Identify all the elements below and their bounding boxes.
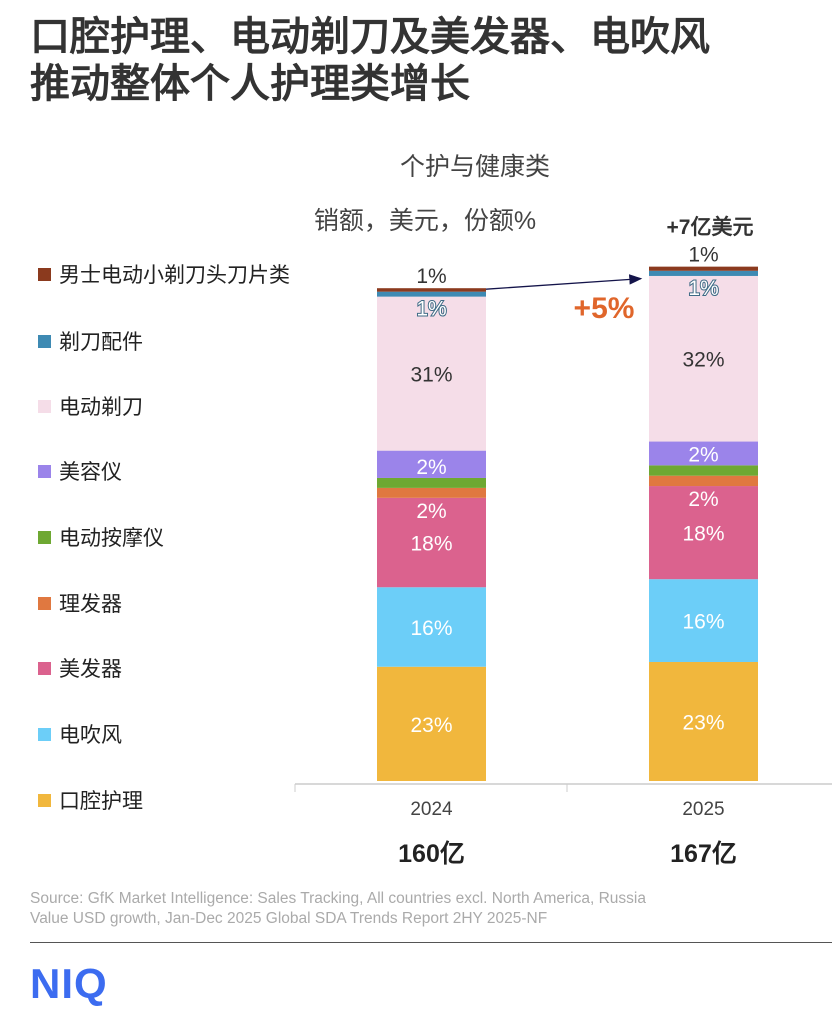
bar-segment — [649, 441, 758, 466]
data-label: 18% — [410, 533, 452, 556]
data-label: 32% — [682, 349, 724, 372]
bar-segment — [649, 266, 758, 271]
bar-segment — [377, 291, 486, 297]
source-line-1: Source: GfK Market Intelligence: Sales T… — [30, 890, 646, 907]
data-label: 2% — [688, 443, 718, 466]
legend-label: 美容仪 — [59, 461, 122, 484]
bar-segment — [649, 486, 758, 580]
title-line-2: 推动整体个人护理类增长 — [30, 62, 470, 106]
legend-swatch — [38, 399, 51, 413]
legend-item: 理发器 — [38, 588, 122, 618]
legend-swatch — [38, 661, 51, 675]
bar-segment — [377, 450, 486, 478]
data-label: 2% — [688, 488, 718, 511]
data-label: 18% — [682, 523, 724, 546]
data-label: 31% — [410, 364, 452, 387]
data-label: 23% — [410, 714, 452, 737]
source-note: Source: GfK Market Intelligence: Sales T… — [30, 889, 646, 929]
bar-segment — [377, 288, 486, 292]
x-tick-label: 2024 — [410, 799, 453, 820]
growth-label: +5% — [574, 292, 635, 325]
x-tick-label: 2025 — [682, 799, 724, 820]
legend-item: 美容仪 — [38, 456, 122, 486]
legend-item: 电动按摩仪 — [38, 522, 164, 552]
legend-swatch — [38, 727, 51, 741]
bar-segment — [377, 587, 486, 667]
bar-segment — [649, 270, 758, 276]
legend-item: 美发器 — [38, 653, 122, 683]
legend-swatch — [38, 464, 51, 478]
legend-label: 男士电动小剃刀头刀片类 — [59, 264, 290, 287]
chart-title: 个护与健康类 — [399, 153, 550, 181]
legend-swatch — [38, 267, 51, 281]
bar-segment — [649, 465, 758, 476]
source-line-2: Value USD growth, Jan-Dec 2025 Global SD… — [30, 910, 548, 927]
bar-segment — [649, 275, 758, 442]
data-label: 1% — [416, 265, 446, 288]
divider — [30, 942, 832, 943]
legend-label: 美发器 — [59, 658, 122, 681]
bar-segment — [649, 475, 758, 487]
legend-label: 剃刀配件 — [59, 331, 143, 354]
legend-swatch — [38, 334, 51, 348]
legend-label: 电动按摩仪 — [59, 527, 164, 550]
niq-logo: NIQ — [30, 960, 108, 1007]
legend-item: 男士电动小剃刀头刀片类 — [38, 259, 290, 289]
legend-label: 口腔护理 — [59, 790, 143, 813]
legend-item: 口腔护理 — [38, 785, 143, 815]
bar-segment — [649, 579, 758, 662]
data-label: 2% — [416, 500, 446, 523]
bar-segment — [377, 487, 486, 498]
data-label: 16% — [682, 611, 724, 634]
growth-arrow — [485, 274, 643, 290]
bar-segment — [377, 477, 486, 488]
data-label: 1% — [688, 244, 718, 267]
legend-label: 电动剃刀 — [59, 396, 143, 419]
bar-segment — [649, 661, 758, 781]
bar-segment — [377, 497, 486, 588]
bar-segment — [377, 296, 486, 451]
chart-subtitle: 销额，美元，份额% — [313, 207, 537, 235]
legend-item: 剃刀配件 — [38, 326, 143, 356]
total-label: 160亿 — [398, 840, 465, 868]
data-label: 1% — [416, 298, 446, 321]
page-title: 口腔护理、电动剃刀及美发器、电吹风 推动整体个人护理类增长 — [30, 14, 830, 108]
legend-label: 理发器 — [59, 593, 122, 616]
legend-swatch — [38, 530, 51, 544]
data-label: 2% — [416, 456, 446, 479]
data-label: 23% — [682, 711, 724, 734]
delta-label: +7亿美元 — [667, 215, 754, 239]
legend-swatch — [38, 596, 51, 610]
total-label: 167亿 — [670, 840, 737, 868]
legend-item: 电吹风 — [38, 719, 122, 749]
legend-item: 电动剃刀 — [38, 391, 143, 421]
title-line-1: 口腔护理、电动剃刀及美发器、电吹风 — [30, 15, 710, 59]
bar-segment — [377, 666, 486, 781]
legend-label: 电吹风 — [59, 724, 122, 747]
data-label: 16% — [410, 617, 452, 640]
data-label: 1% — [688, 277, 718, 300]
chart-svg: 23% 16% 18% 2% 2% 31% 1% 1% 2024 160亿 23% 16% 18% 2% 2… — [294, 215, 832, 868]
legend-swatch — [38, 793, 51, 807]
